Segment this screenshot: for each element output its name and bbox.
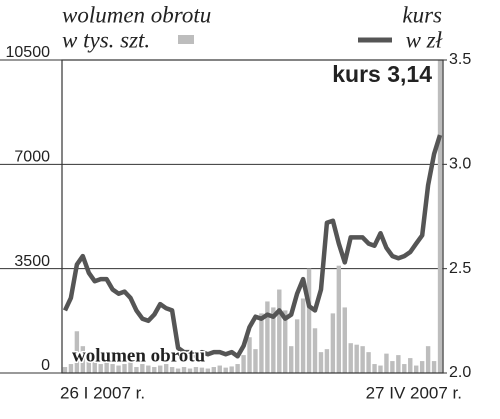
bar xyxy=(372,364,377,373)
y-tick-label: 10500 xyxy=(6,44,51,61)
bar xyxy=(408,358,413,373)
bar xyxy=(104,361,109,373)
bar xyxy=(300,298,306,373)
bar xyxy=(134,367,139,373)
bar xyxy=(425,346,431,373)
bar xyxy=(74,331,80,373)
price-line xyxy=(62,134,443,359)
x-tick-label: 26 I 2007 r. xyxy=(60,383,145,402)
annotation: kurs 3,14 xyxy=(332,61,432,87)
y-tick-label: 3500 xyxy=(14,253,50,270)
bar xyxy=(98,364,103,373)
bar xyxy=(193,367,199,373)
legend-swatch xyxy=(178,35,194,44)
bar xyxy=(312,328,318,373)
bar xyxy=(294,319,300,373)
x-tick-label: 27 IV 2007 r. xyxy=(366,383,462,402)
bar xyxy=(116,365,121,373)
bar xyxy=(140,364,145,373)
y2-tick-label: 3.0 xyxy=(449,156,471,173)
bar xyxy=(271,307,276,373)
y-tick-label: 0 xyxy=(41,357,50,374)
y2-tick-label: 2.0 xyxy=(449,364,471,381)
bar xyxy=(229,366,234,373)
bar xyxy=(342,307,347,373)
bar xyxy=(431,361,437,373)
bar xyxy=(265,301,270,373)
bar xyxy=(62,367,68,373)
bar xyxy=(163,364,169,373)
bar xyxy=(277,289,282,373)
bar xyxy=(217,365,222,373)
bar xyxy=(122,364,127,373)
bar xyxy=(348,343,353,373)
bar xyxy=(378,365,383,373)
bar xyxy=(247,337,252,373)
bar xyxy=(110,364,115,373)
bar xyxy=(152,367,157,373)
bar xyxy=(68,364,74,373)
bar xyxy=(414,365,419,373)
annotation: wolumen obrotu xyxy=(72,345,206,366)
y2-axis-unit: w zł xyxy=(406,27,443,52)
y2-tick-label: 3.5 xyxy=(449,51,471,68)
bar xyxy=(241,355,246,373)
bar xyxy=(211,367,217,373)
y2-tick-label: 2.5 xyxy=(449,260,471,277)
bar xyxy=(158,365,163,373)
bar xyxy=(223,367,228,373)
bar xyxy=(146,365,151,373)
bar xyxy=(283,310,288,373)
bar xyxy=(86,361,91,373)
bar xyxy=(92,358,97,373)
bar xyxy=(253,349,258,373)
bar xyxy=(330,313,336,373)
bar xyxy=(187,368,193,373)
bar xyxy=(384,353,389,373)
bar xyxy=(175,368,181,373)
plot-frame xyxy=(61,59,444,374)
bar xyxy=(437,60,443,373)
bar xyxy=(205,368,211,373)
bar xyxy=(128,362,133,373)
bar xyxy=(402,364,407,373)
bar xyxy=(396,355,401,373)
bar xyxy=(366,352,371,373)
bar xyxy=(360,346,365,373)
bar xyxy=(169,367,175,373)
bar xyxy=(419,361,425,373)
bar xyxy=(259,313,264,373)
bar xyxy=(354,344,359,373)
bar xyxy=(181,367,187,373)
bar xyxy=(390,361,395,373)
y-axis-unit: w tys. szt. xyxy=(62,27,150,52)
bar xyxy=(235,364,240,373)
legend-label: kurs xyxy=(402,2,442,27)
bar xyxy=(199,367,205,373)
bar xyxy=(288,346,294,373)
bar xyxy=(318,352,324,373)
bar xyxy=(306,268,312,373)
bar xyxy=(324,349,330,373)
legend-label: wolumen obrotu xyxy=(62,2,211,27)
y-tick-label: 7000 xyxy=(14,149,50,166)
bar xyxy=(336,265,342,373)
bar xyxy=(80,346,86,373)
